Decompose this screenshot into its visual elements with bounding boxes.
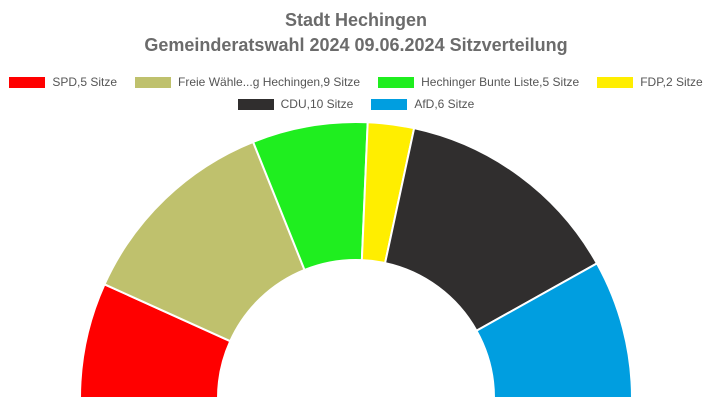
legend-swatch (597, 76, 634, 88)
legend-swatch (9, 76, 46, 88)
chart-title: Stadt Hechingen (284, 10, 427, 30)
legend-swatch (378, 76, 415, 88)
seat-segment-afd[interactable] (475, 262, 634, 399)
legend-label: CDU,10 Sitze (280, 97, 354, 111)
legend-label: Hechinger Bunte Liste,5 Sitze (421, 75, 580, 89)
legend-label: Freie Wähle...g Hechingen,9 Sitze (178, 75, 361, 89)
legend-label: AfD,6 Sitze (414, 97, 475, 111)
seat-segment-cdu[interactable] (383, 127, 599, 333)
seat-segment-freie-w-hler-hechingen[interactable] (103, 140, 306, 343)
legend-swatch (135, 76, 172, 88)
legend-label: FDP,2 Sitze (640, 75, 703, 89)
legend-item-spd[interactable]: SPD,5 Sitze (9, 75, 117, 89)
legend-row: CDU,10 Sitze AfD,6 Sitze (0, 97, 712, 111)
legend-item-afd[interactable]: AfD,6 Sitze (371, 97, 474, 111)
legend-item-freie-w-hler-hechingen[interactable]: Freie Wähle...g Hechingen,9 Sitze (135, 75, 360, 89)
legend-swatch (371, 98, 408, 110)
legend-item-cdu[interactable]: CDU,10 Sitze (237, 97, 354, 111)
legend-row: SPD,5 Sitze Freie Wähle...g Hechingen,9 S… (0, 75, 712, 89)
legend-item-hechinger-bunte-liste[interactable]: Hechinger Bunte Liste,5 Sitze (378, 75, 579, 89)
chart-subtitle: Gemeinderatswahl 2024 09.06.2024 Sitzver… (144, 35, 568, 55)
legend-label: SPD,5 Sitze (52, 75, 118, 89)
legend-swatch (237, 98, 274, 110)
legend-item-fdp[interactable]: FDP,2 Sitze (597, 75, 703, 89)
